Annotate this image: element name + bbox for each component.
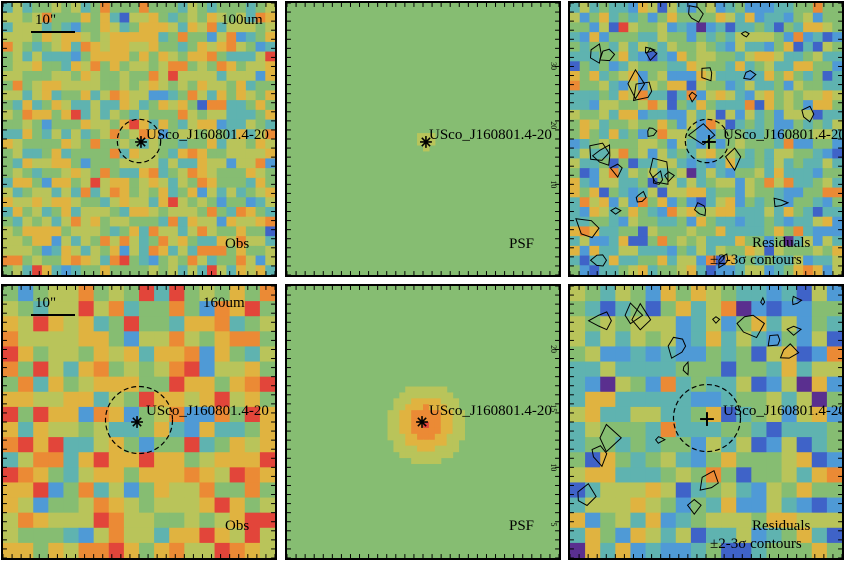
contour-label: ±2-3σ contours <box>710 536 802 552</box>
source-label: USco_J160801.4-20 <box>146 403 269 419</box>
tick-label: 30 <box>549 62 558 70</box>
contour-label: ±2-3σ contours <box>710 252 802 268</box>
aperture-circle <box>116 118 162 164</box>
axis-ticks <box>3 286 275 558</box>
scale-bar-label: 10" <box>35 295 57 311</box>
axis-ticks <box>570 3 842 275</box>
residual-image-160um <box>570 286 842 558</box>
panel-type-label: Obs <box>225 518 250 534</box>
tick-label: 10 <box>549 180 558 188</box>
tick-label: 5 <box>549 523 558 527</box>
tick-label: 20 <box>549 345 558 353</box>
psf-image-160um: 20 15 10 5 <box>287 286 559 558</box>
tick-label: 15 <box>549 404 558 412</box>
aperture-circle <box>684 118 730 164</box>
source-marker-plus <box>702 135 716 149</box>
obs-panel-100um: 10" 100um USco_J160801.4-20 Obs <box>1 1 277 277</box>
source-marker-star <box>420 136 432 148</box>
obs-image-100um <box>3 3 275 275</box>
obs-image-160um <box>3 286 275 558</box>
axis-ticks <box>287 286 559 558</box>
axis-ticks <box>3 3 275 275</box>
psf-tick-labels: 30 20 10 <box>549 62 558 188</box>
scale-bar <box>31 31 75 33</box>
psf-image-100um: 30 20 10 <box>287 3 559 275</box>
scale-bar-label: 10" <box>35 12 57 28</box>
residual-panel-160um: USco_J160801.4-20 Residuals ±2-3σ contou… <box>568 284 844 560</box>
source-label: USco_J160801.4-20 <box>146 127 269 143</box>
contour-lines <box>575 5 815 269</box>
psf-pixels <box>387 386 465 464</box>
panel-type-label: PSF <box>509 518 535 534</box>
source-label: USco_J160801.4-20 <box>723 127 844 143</box>
aperture-circle <box>672 383 742 453</box>
psf-panel-160um: 20 15 10 5 USco_J160801.4-20 PSF <box>285 284 561 560</box>
panel-type-label: PSF <box>509 236 535 252</box>
tick-label: 20 <box>549 121 558 129</box>
psf-panel-100um: 30 20 10 USco_J160801.4-20 PSF <box>285 1 561 277</box>
pixel-grid <box>3 286 275 558</box>
aperture-circle <box>104 385 174 455</box>
residual-image-100um <box>570 3 842 275</box>
tick-label: 10 <box>549 463 558 471</box>
psf-tick-labels: 20 15 10 5 <box>549 345 558 526</box>
source-marker-star <box>416 416 428 428</box>
panel-type-label: Obs <box>225 236 250 252</box>
band-label: 160um <box>203 295 245 311</box>
source-label: USco_J160801.4-20 <box>723 403 844 419</box>
source-label: USco_J160801.4-20 <box>429 127 552 143</box>
source-marker-star <box>131 416 143 428</box>
obs-panel-160um: 10" 160um USco_J160801.4-20 Obs <box>1 284 277 560</box>
residual-panel-100um: USco_J160801.4-20 Residuals ±2-3σ contou… <box>568 1 844 277</box>
panel-type-label: Residuals <box>752 518 811 534</box>
source-marker-star <box>135 136 147 148</box>
axis-ticks <box>570 286 842 558</box>
scale-bar <box>31 314 75 316</box>
axis-ticks <box>287 3 559 275</box>
panel-type-label: Residuals <box>752 235 811 251</box>
source-label: USco_J160801.4-20 <box>429 403 552 419</box>
band-label: 100um <box>221 12 263 28</box>
contour-lines <box>577 295 803 515</box>
source-marker-plus <box>700 412 714 426</box>
pixel-grid <box>3 3 275 275</box>
